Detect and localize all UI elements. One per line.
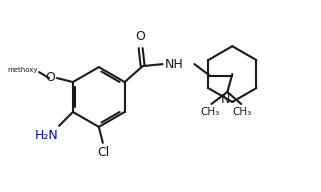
- Text: H₂N: H₂N: [34, 129, 58, 142]
- Text: N: N: [221, 93, 230, 106]
- Text: CH₃: CH₃: [233, 107, 252, 117]
- Text: CH₃: CH₃: [201, 107, 220, 117]
- Text: NH: NH: [165, 58, 183, 71]
- Text: O: O: [45, 71, 55, 84]
- Text: O: O: [136, 30, 146, 43]
- Text: methoxy: methoxy: [8, 67, 38, 73]
- Text: Cl: Cl: [98, 146, 110, 159]
